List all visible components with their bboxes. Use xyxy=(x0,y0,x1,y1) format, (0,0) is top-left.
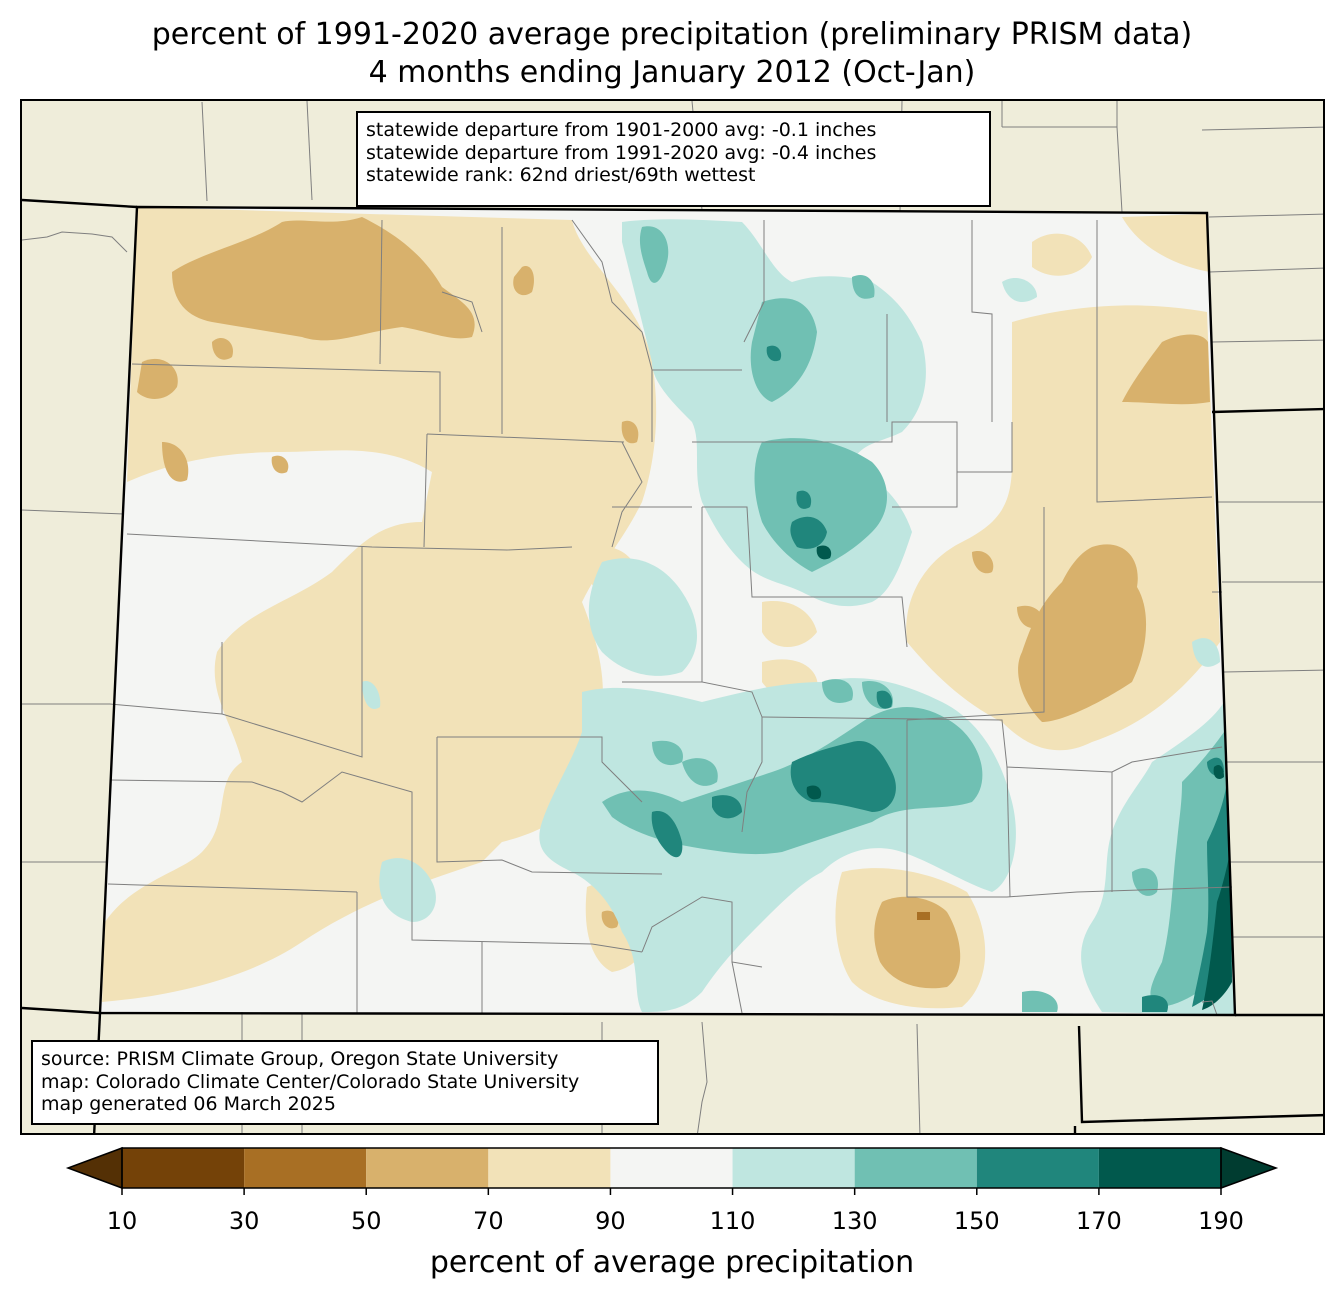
colorbar-tick-label: 170 xyxy=(1076,1207,1122,1235)
colorbar-bin-2 xyxy=(366,1148,489,1188)
source-box: source: PRISM Climate Group, Oregon Stat… xyxy=(31,1040,659,1125)
colorbar-bin-4 xyxy=(610,1148,733,1188)
colorbar-outline xyxy=(121,1147,1222,1189)
colorbar-tick-label: 10 xyxy=(107,1207,138,1235)
source-line: source: PRISM Climate Group, Oregon Stat… xyxy=(41,1048,559,1070)
colorbar: 10 30 50 70 90 110 130 150 170 190 percent of ave… xyxy=(0,1140,1344,1299)
colorbar-bin-7 xyxy=(976,1148,1099,1188)
precipitation-map xyxy=(20,99,1325,1135)
colorbar-svg: 10 30 50 70 90 110 130 150 170 190 percent of ave… xyxy=(65,1146,1279,1280)
colorbar-bin-3 xyxy=(488,1148,611,1188)
colorbar-tick-label: 130 xyxy=(832,1207,878,1235)
colorbar-tick-label: 50 xyxy=(351,1207,382,1235)
colorbar-tick-label: 110 xyxy=(710,1207,756,1235)
wet-170-190-regions xyxy=(806,545,1232,1010)
dry-30-50-regions xyxy=(917,912,930,920)
map-title-line1: percent of 1991-2020 average precipitati… xyxy=(151,17,1193,52)
stats-departure-1991-2020: statewide departure from 1991-2020 avg: … xyxy=(366,141,877,164)
statewide-stats-box: statewide departure from 1901-2000 avg: … xyxy=(356,111,991,207)
colorbar-tick-label: 30 xyxy=(229,1207,260,1235)
dry-50-70-regions xyxy=(137,217,1210,989)
colorbar-tick-label: 190 xyxy=(1198,1207,1244,1235)
colorbar-bin-6 xyxy=(854,1148,977,1188)
colorbar-over-arrow xyxy=(1220,1146,1279,1190)
stats-departure-1901-2000: statewide departure from 1901-2000 avg: … xyxy=(366,119,877,141)
colorbar-label: percent of average precipitation xyxy=(430,1245,914,1280)
generated-date-line: map generated 06 March 2025 xyxy=(41,1093,336,1115)
stats-rank: statewide rank: 62nd driest/69th wettest xyxy=(366,164,756,186)
colorbar-bin-5 xyxy=(732,1148,855,1188)
colorbar-tick-label: 70 xyxy=(473,1207,504,1235)
colorbar-tick-label: 150 xyxy=(954,1207,1000,1235)
colorbar-bin-8 xyxy=(1098,1148,1221,1188)
colorbar-bin-1 xyxy=(244,1148,367,1188)
colorbar-ticks: 10 30 50 70 90 110 130 150 170 190 xyxy=(107,1188,1244,1235)
colorbar-under-arrow xyxy=(65,1146,123,1190)
map-title-line2: 4 months ending January 2012 (Oct-Jan) xyxy=(368,55,976,90)
map-credit-line: map: Colorado Climate Center/Colorado St… xyxy=(41,1070,580,1093)
map-canvas xyxy=(22,101,1323,1133)
county-boundaries xyxy=(107,219,1233,1014)
neighbor-county-boundaries xyxy=(22,101,1323,1133)
colorbar-bins xyxy=(122,1148,1221,1188)
colorbar-tick-label: 90 xyxy=(595,1207,626,1235)
colorbar-bin-0 xyxy=(122,1148,245,1188)
